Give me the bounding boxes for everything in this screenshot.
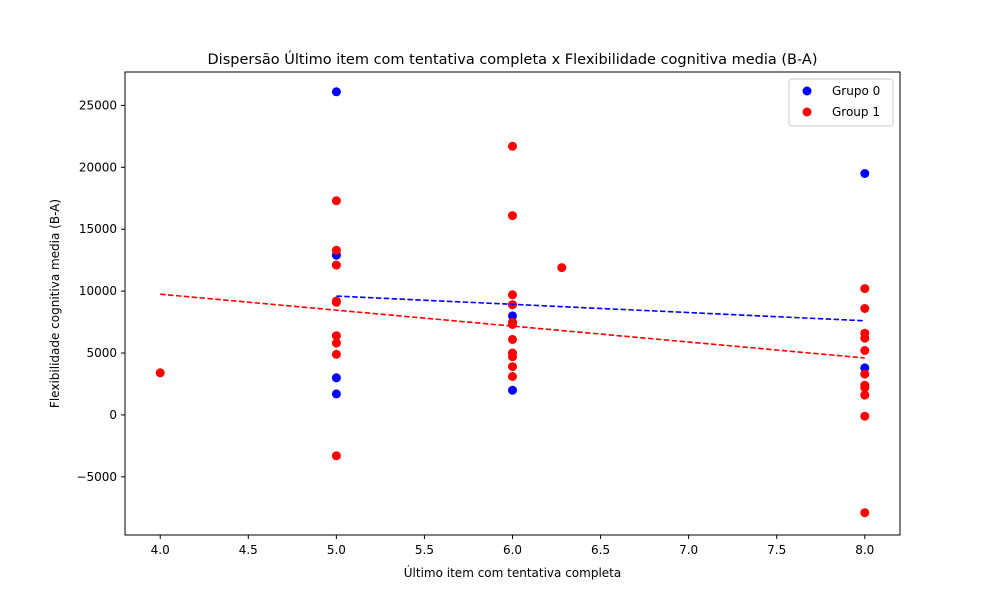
- series-1-point-16: [508, 334, 517, 344]
- series-1-point-9: [331, 451, 341, 461]
- series-1-point-25: [860, 333, 870, 343]
- series-1-point-23: [860, 304, 870, 313]
- series-1-point-29: [860, 383, 870, 393]
- x-tick-label: 7.0: [679, 543, 698, 557]
- series-1-point-2: [331, 245, 341, 255]
- y-axis: −5000 0 5000 10000 15000 20000 25000: [76, 98, 125, 484]
- series-0-point-5: [508, 311, 517, 321]
- series-1-point-26: [860, 346, 870, 355]
- x-tick-label: 5.5: [415, 543, 434, 557]
- series-1-point-18: [508, 352, 517, 362]
- x-tick-label: 7.5: [767, 543, 786, 557]
- y-tick-label: −5000: [76, 470, 117, 484]
- x-tick-label: 8.0: [855, 543, 874, 557]
- chart-title: Dispersão Último item com tentativa comp…: [208, 50, 818, 68]
- y-tick-label: 25000: [79, 98, 117, 112]
- series-0-point-8: [860, 363, 870, 373]
- legend-marker-1: [802, 107, 812, 117]
- series-1-point-10: [508, 141, 517, 151]
- y-tick-label: 10000: [79, 284, 117, 298]
- series-1-point-12: [508, 290, 517, 300]
- series-1-point-30: [860, 390, 870, 400]
- series-1-point-1: [331, 196, 341, 206]
- series-1-point-19: [508, 362, 517, 372]
- series-0-point-2: [331, 373, 341, 383]
- series-1-point-20: [508, 372, 517, 381]
- series-1-trend-line: [160, 293, 865, 359]
- series-1-point-5: [331, 297, 341, 307]
- series-1-point-32: [860, 508, 870, 518]
- x-tick-label: 4.5: [239, 543, 258, 557]
- y-tick-label: 15000: [79, 222, 117, 236]
- series-1-point-22: [860, 284, 870, 294]
- series-0-point-6: [508, 385, 517, 395]
- series-1-point-31: [860, 411, 870, 421]
- series-0-point-7: [860, 169, 870, 178]
- x-axis: 4.0 4.5 5.0 5.5 6.0 6.5 7.0 7.5 8.0: [151, 535, 874, 557]
- plot-content: [155, 87, 870, 518]
- legend-box: [788, 78, 894, 127]
- series-1-point-15: [508, 320, 517, 329]
- y-axis-label: Flexibilidade cognitiva media (B-A): [48, 199, 62, 408]
- x-tick-label: 5.0: [327, 543, 346, 557]
- series-1-point-0: [155, 368, 165, 378]
- x-tick-label: 6.5: [591, 543, 610, 557]
- series-1-point-11: [508, 211, 517, 221]
- series-1-point-7: [331, 338, 341, 348]
- legend-label-0: Grupo 0: [832, 84, 880, 98]
- x-axis-label: Último item com tentativa completa: [404, 565, 621, 580]
- x-tick-label: 4.0: [151, 543, 170, 557]
- series-1-point-3: [331, 260, 341, 270]
- x-tick-label: 6.0: [503, 543, 522, 557]
- legend-marker-0: [802, 86, 812, 96]
- y-tick-label: 0: [109, 408, 117, 422]
- series-1-point-8: [331, 349, 341, 359]
- series-0-point-3: [331, 389, 341, 399]
- legend-label-1: Group 1: [832, 105, 880, 119]
- series-0-trend-line: [336, 295, 865, 322]
- series-0-point-0: [331, 87, 341, 97]
- y-tick-label: 5000: [86, 346, 117, 360]
- series-1-point-21: [557, 263, 567, 273]
- legend: Grupo 0 Group 1: [788, 78, 894, 127]
- series-1-point-27: [860, 369, 870, 379]
- series-1-point-6: [331, 331, 341, 341]
- y-tick-label: 20000: [79, 160, 117, 174]
